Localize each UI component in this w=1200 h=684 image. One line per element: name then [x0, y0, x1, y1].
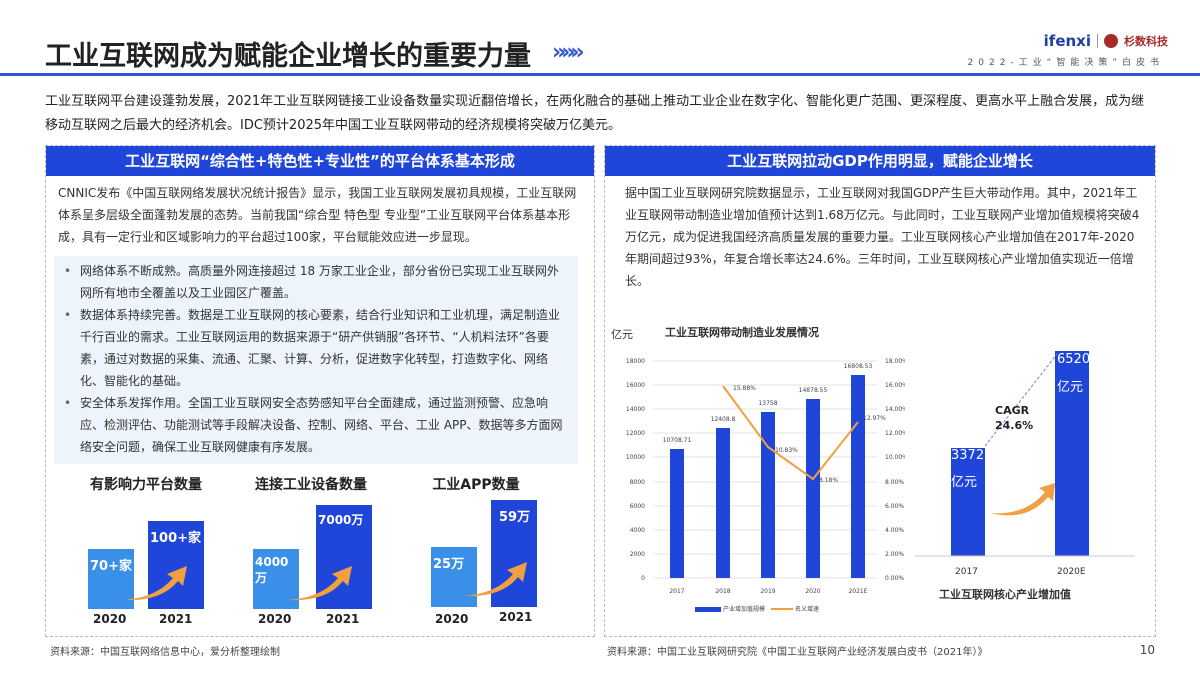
svg-text:8000: 8000 — [630, 479, 645, 486]
bar-2021: 59万 — [491, 500, 537, 607]
mini-chart-devices: 连接工业设备数量 4000万 7000万 2020 2021 — [226, 464, 396, 634]
chevrons-icon: »»» — [552, 40, 585, 65]
svg-text:2019: 2019 — [760, 588, 775, 595]
chart-unit-label: 亿元 — [611, 328, 633, 341]
year-label: 2021 — [159, 612, 193, 626]
right-panel: 工业互联网拉动GDP作用明显，赋能企业增长 据中国工业互联网研究院数据显示，工业… — [604, 145, 1156, 637]
core-industry-chart: 3372 亿元 6520 亿元 CAGR 24.6% 2017 2020E 工业… — [905, 336, 1155, 636]
core-2020-unit: 亿元 — [1057, 380, 1084, 395]
header-divider — [0, 73, 1200, 76]
growth-arrow-icon — [123, 566, 187, 601]
left-panel: 工业互联网“综合性+特色性+专业性”的平台体系基本形成 CNNIC发布《中国互联… — [45, 145, 595, 637]
chart-title: 工业互联网带动制造业发展情况 — [665, 326, 819, 339]
core-2020-value: 6520 — [1057, 352, 1091, 367]
svg-text:2018: 2018 — [715, 588, 730, 595]
right-panel-paragraph: 据中国工业互联网研究院数据显示，工业互联网对我国GDP产生巨大带动作用。其中，2… — [625, 186, 1140, 288]
manufacturing-chart: 亿元 工业互联网带动制造业发展情况 18000 16000 14000 1200… — [605, 316, 905, 636]
bar-2020: 70+家 — [88, 549, 134, 609]
legend-bar-label: 产业增加值规模 — [723, 606, 766, 613]
svg-text:16000: 16000 — [626, 382, 645, 389]
svg-text:2020: 2020 — [805, 588, 820, 595]
report-subtitle: 2022-工业“智能决策”白皮书 — [967, 58, 1164, 68]
svg-text:2000: 2000 — [630, 551, 645, 558]
intro-paragraph: 工业互联网平台建设蓬勃发展，2021年工业互联网链接工业设备数量实现近翻倍增长，… — [45, 94, 1145, 133]
mini-chart-apps: 工业APP数量 25万 59万 2020 2021 — [391, 464, 561, 634]
combo-bar-line-chart: 18000 16000 14000 12000 10000 8000 6000 … — [626, 358, 905, 612]
svg-text:10708.71: 10708.71 — [663, 437, 692, 444]
svg-text:10.83%: 10.83% — [775, 447, 798, 454]
svg-text:18.00%: 18.00% — [885, 358, 905, 365]
core-2017-unit: 亿元 — [951, 475, 978, 490]
svg-text:2.00%: 2.00% — [885, 551, 904, 558]
growth-arrow-icon — [288, 566, 352, 601]
year-label: 2020 — [93, 612, 127, 626]
bullet-dot-icon: • — [64, 264, 72, 278]
bullet-item: • 安全体系发挥作用。全国工业互联网安全态势感知平台全面建成，通过监测预警、应急响… — [64, 392, 570, 458]
bullet-item: • 网络体系不断成熟。高质量外网连接超过 18 万家工业企业，部分省份已实现工业互… — [64, 260, 570, 304]
left-panel-paragraph: CNNIC发布《中国互联网络发展状况统计报告》显示，我国工业互联网发展初具规模，… — [58, 186, 577, 244]
svg-text:12.97%: 12.97% — [863, 415, 886, 422]
bullet-dot-icon: • — [64, 308, 72, 322]
mini-chart-title: 工业APP数量 — [432, 477, 520, 493]
cagr-value: 24.6% — [995, 419, 1034, 432]
svg-text:14878.55: 14878.55 — [799, 387, 828, 394]
core-year-2017: 2017 — [955, 567, 978, 577]
page-title: 工业互联网成为赋能企业增长的重要力量 — [45, 41, 531, 72]
legend-bar-swatch — [695, 607, 721, 612]
bullet-dot-icon: • — [64, 396, 72, 410]
svg-text:14000: 14000 — [626, 406, 645, 413]
svg-text:6.00%: 6.00% — [885, 503, 904, 510]
growth-arrow-icon — [463, 562, 527, 597]
svg-text:12000: 12000 — [626, 430, 645, 437]
svg-text:0: 0 — [641, 575, 645, 582]
svg-text:10.00%: 10.00% — [885, 454, 905, 461]
mini-chart-platforms: 有影响力平台数量 70+家 100+家 2020 2021 — [61, 464, 231, 634]
left-source-note: 资料来源：中国互联网络信息中心，爱分析整理绘制 — [50, 647, 280, 658]
bar-2020: 25万 — [431, 547, 477, 607]
svg-text:18000: 18000 — [626, 358, 645, 365]
left-panel-title: 工业互联网“综合性+特色性+专业性”的平台体系基本形成 — [46, 146, 594, 176]
legend-line-label: 名义增速 — [795, 606, 820, 613]
mini-charts: 有影响力平台数量 70+家 100+家 2020 2021 连接工业设备数量 4… — [46, 464, 594, 634]
year-label: 2021 — [326, 612, 360, 626]
ifenxi-logo: ifenxi — [1043, 32, 1091, 50]
svg-text:2017: 2017 — [669, 588, 684, 595]
svg-text:12408.8: 12408.8 — [711, 416, 736, 423]
svg-text:16808.53: 16808.53 — [844, 363, 873, 370]
logo-area: ifenxi 杉数科技 — [1044, 32, 1168, 50]
svg-text:4.00%: 4.00% — [885, 527, 904, 534]
svg-text:4000: 4000 — [630, 527, 645, 534]
bar-2020: 4000万 — [253, 549, 299, 609]
year-label: 2020 — [435, 612, 469, 626]
bullet-list: • 网络体系不断成熟。高质量外网连接超过 18 万家工业企业，部分省份已实现工业互… — [54, 256, 578, 464]
core-2017-value: 3372 — [951, 448, 985, 463]
growth-arrow-icon — [990, 483, 1055, 516]
svg-text:15.88%: 15.88% — [733, 385, 756, 392]
svg-text:0.00%: 0.00% — [885, 575, 904, 582]
page-header: 工业互联网成为赋能企业增长的重要力量 »»» ifenxi 杉数科技 2022-… — [0, 0, 1200, 76]
mini-chart-title: 连接工业设备数量 — [255, 477, 367, 493]
svg-text:6000: 6000 — [630, 503, 645, 510]
right-source-note: 资料来源：中国工业互联网研究院《中国工业互联网产业经济发展白皮书（2021年）》 — [607, 647, 988, 658]
svg-text:12.00%: 12.00% — [885, 430, 905, 437]
mini-chart-title: 有影响力平台数量 — [90, 477, 202, 493]
bullet-item: • 数据体系持续完善。数据是工业互联网的核心要素，结合行业知识和工业机理，满足制造… — [64, 304, 570, 392]
svg-text:8.00%: 8.00% — [885, 479, 904, 486]
svg-text:13758: 13758 — [758, 400, 777, 407]
shanshu-logo-icon — [1104, 34, 1118, 48]
svg-text:2021E: 2021E — [848, 588, 867, 595]
logo-divider — [1097, 34, 1098, 48]
core-chart-title: 工业互联网核心产业增加值 — [939, 588, 1071, 601]
page-number: 10 — [1139, 643, 1155, 657]
right-panel-title: 工业互联网拉动GDP作用明显，赋能企业增长 — [605, 146, 1155, 176]
svg-text:10000: 10000 — [626, 454, 645, 461]
svg-text:8.18%: 8.18% — [819, 477, 838, 484]
shanshu-logo-text: 杉数科技 — [1124, 35, 1168, 48]
svg-text:14.00%: 14.00% — [885, 406, 905, 413]
svg-text:16.00%: 16.00% — [885, 382, 905, 389]
cagr-label: CAGR — [995, 404, 1030, 417]
core-year-2020: 2020E — [1057, 567, 1086, 577]
year-label: 2020 — [258, 612, 292, 626]
year-label: 2021 — [499, 610, 533, 624]
